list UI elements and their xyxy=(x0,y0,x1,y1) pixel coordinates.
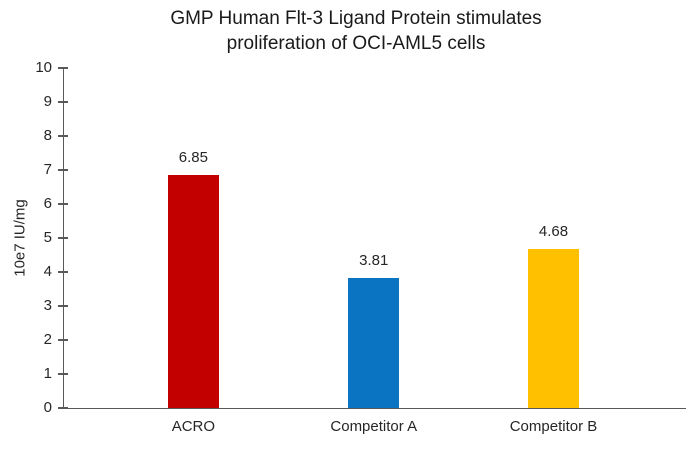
y-tick-label-0: 0 xyxy=(43,399,52,416)
y-tick-label-5: 5 xyxy=(43,229,52,246)
y-tick-mark-8 xyxy=(58,135,68,137)
chart-title: GMP Human Flt-3 Ligand Protein stimulate… xyxy=(40,6,672,56)
y-tick-label-9: 9 xyxy=(43,93,52,110)
bar-value-label-competitor-a: 3.81 xyxy=(359,252,389,270)
y-tick-label-7: 7 xyxy=(43,161,52,178)
bar-value-label-acro: 6.85 xyxy=(178,149,208,167)
y-tick-mark-5 xyxy=(58,237,68,239)
chart-title-line-1: GMP Human Flt-3 Ligand Protein stimulate… xyxy=(170,8,542,29)
bar-value-label-competitor-b: 4.68 xyxy=(538,222,569,240)
y-tick-mark-3 xyxy=(58,305,68,307)
x-category-label-competitor-a: Competitor A xyxy=(330,418,418,435)
bar-competitor-b xyxy=(528,248,579,408)
chart-title-line-2: proliferation of OCI-AML5 cells xyxy=(226,33,486,54)
y-tick-mark-2 xyxy=(58,339,68,341)
y-tick-mark-1 xyxy=(58,373,68,375)
y-tick-mark-9 xyxy=(58,101,68,103)
x-category-label-acro: ACRO xyxy=(171,418,216,435)
y-tick-label-1: 1 xyxy=(43,365,52,382)
y-tick-mark-4 xyxy=(58,271,68,273)
y-tick-label-8: 8 xyxy=(43,127,52,144)
plot-area: 0 1 2 3 4 5 6 7 8 9 10 6.85 ACRO 3.81 Competitor A 4.68… xyxy=(35,59,686,435)
bar-competitor-a xyxy=(348,278,400,408)
y-tick-label-4: 4 xyxy=(43,263,52,280)
y-tick-mark-10 xyxy=(58,67,68,69)
y-tick-mark-0 xyxy=(58,407,68,409)
y-tick-label-6: 6 xyxy=(43,195,52,212)
y-tick-mark-6 xyxy=(58,203,68,205)
y-tick-label-2: 2 xyxy=(43,331,52,348)
bar-acro xyxy=(167,175,219,408)
y-tick-label-3: 3 xyxy=(43,297,52,314)
y-tick-label-10: 10 xyxy=(35,59,52,76)
x-category-label-competitor-b: Competitor B xyxy=(509,418,598,435)
y-tick-mark-7 xyxy=(58,169,68,171)
